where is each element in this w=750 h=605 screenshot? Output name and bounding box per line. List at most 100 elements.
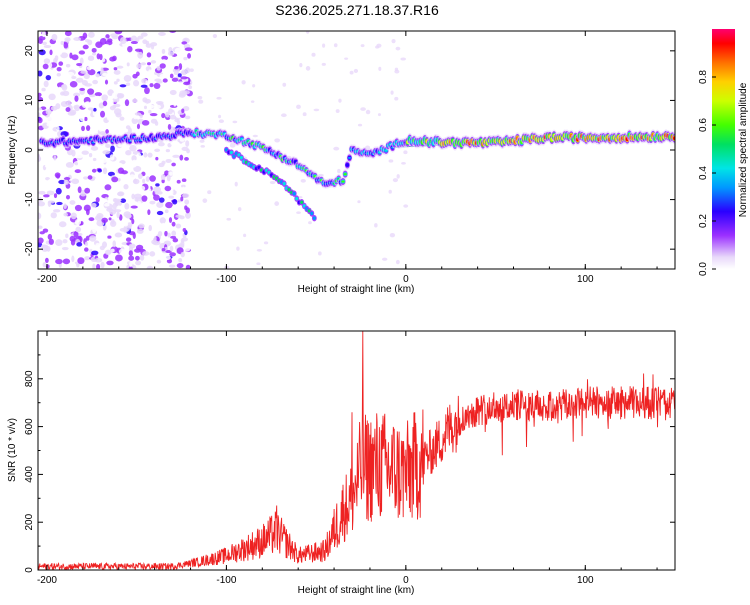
scatter-blob	[218, 114, 222, 119]
noise-blob	[138, 185, 146, 191]
noise-blob	[113, 108, 122, 116]
noise-blob	[110, 99, 114, 106]
scatter-blob	[360, 107, 366, 111]
noise-blob	[169, 171, 173, 176]
noise-blob	[54, 121, 62, 126]
noise-blob	[131, 51, 135, 56]
noise-blob	[129, 145, 137, 152]
noise-blob	[184, 115, 191, 120]
noise-blob	[65, 161, 74, 168]
noise-blob	[38, 49, 46, 56]
noise-blob	[109, 68, 114, 73]
noise-blob	[185, 264, 191, 269]
noise-blob	[156, 80, 163, 84]
noise-blob	[159, 63, 166, 69]
scatter-blob	[207, 190, 212, 195]
scatter-blob	[226, 217, 232, 221]
noise-blob	[50, 212, 57, 219]
noise-blob	[69, 42, 74, 50]
noise-blob	[147, 152, 153, 158]
noise-blob	[125, 82, 131, 86]
spectrogram-xtick-label: 0	[403, 274, 409, 285]
scatter-blob	[263, 241, 269, 245]
colorbar-tick-label: 0.6	[698, 118, 709, 132]
noise-blob	[180, 196, 184, 202]
noise-blob	[140, 84, 148, 88]
noise-blob	[133, 165, 142, 172]
noise-blob	[150, 60, 157, 64]
branch-core	[300, 200, 304, 205]
noise-blob	[42, 63, 49, 70]
noise-blob	[69, 235, 76, 242]
snr-ytick-label: 800	[24, 370, 35, 387]
noise-blob	[41, 87, 46, 92]
noise-blob	[58, 221, 67, 228]
snr-axes: -200 -100 0 100 0 200 400 600 800	[24, 331, 675, 586]
noise-blob	[92, 110, 99, 117]
scatter-blob	[299, 62, 303, 68]
noise-blob	[136, 228, 144, 234]
noise-blob	[75, 226, 82, 233]
noise-blob	[101, 217, 108, 223]
noise-blob	[77, 257, 85, 265]
noise-blob	[149, 200, 156, 205]
noise-blob	[74, 169, 82, 174]
noise-blob	[81, 125, 85, 132]
snr-ytick-label: 400	[24, 466, 35, 483]
noise-blob	[73, 230, 79, 238]
noise-blob	[135, 255, 140, 261]
noise-blob	[187, 221, 193, 228]
scatter-blob	[333, 146, 340, 151]
noise-blob	[58, 179, 66, 185]
noise-blob	[154, 227, 159, 235]
scatter-blob	[269, 180, 276, 185]
noise-blob	[119, 214, 123, 221]
noise-blob	[95, 73, 100, 78]
colorbar-label: Normalized spectral amplitude	[738, 82, 749, 217]
noise-blob	[79, 115, 85, 122]
noise-blob	[143, 152, 148, 158]
noise-blob	[172, 237, 179, 243]
noise-blob	[147, 104, 155, 109]
noise-blob	[126, 213, 132, 219]
noise-blob	[71, 149, 76, 157]
noise-blob	[78, 50, 86, 55]
noise-blob	[178, 34, 184, 40]
noise-blob	[43, 80, 49, 88]
noise-blob	[151, 239, 158, 245]
noise-blob	[83, 204, 91, 212]
noise-blob	[167, 123, 172, 130]
noise-blob	[128, 266, 133, 269]
noise-blob	[92, 263, 96, 269]
noise-blob	[38, 262, 41, 267]
noise-blob	[64, 31, 72, 37]
noise-blob	[85, 197, 90, 202]
scatter-blob	[360, 44, 365, 48]
noise-blob	[155, 34, 160, 39]
noise-blob	[81, 213, 87, 218]
noise-blob	[165, 111, 170, 118]
noise-blob	[44, 250, 49, 256]
noise-blob	[171, 77, 179, 82]
noise-blob	[95, 41, 103, 49]
noise-blob	[71, 178, 80, 185]
noise-blob	[87, 88, 95, 95]
noise-blob	[140, 62, 147, 66]
noise-blob	[164, 209, 169, 214]
noise-blob	[187, 53, 191, 59]
noise-blob	[38, 117, 43, 124]
noise-blob	[153, 186, 162, 193]
noise-blob	[153, 82, 161, 89]
scatter-blob	[395, 259, 400, 265]
scatter-blob	[365, 109, 371, 115]
noise-blob	[92, 79, 99, 85]
scatter-blob	[394, 67, 399, 71]
noise-blob	[56, 66, 62, 72]
noise-blob	[92, 157, 97, 162]
colorbar-tick-label: 0.8	[698, 70, 709, 84]
noise-blob	[164, 230, 168, 237]
noise-blob	[95, 242, 101, 249]
noise-blob	[177, 81, 185, 86]
noise-blob	[85, 101, 91, 107]
noise-blob	[74, 219, 82, 226]
